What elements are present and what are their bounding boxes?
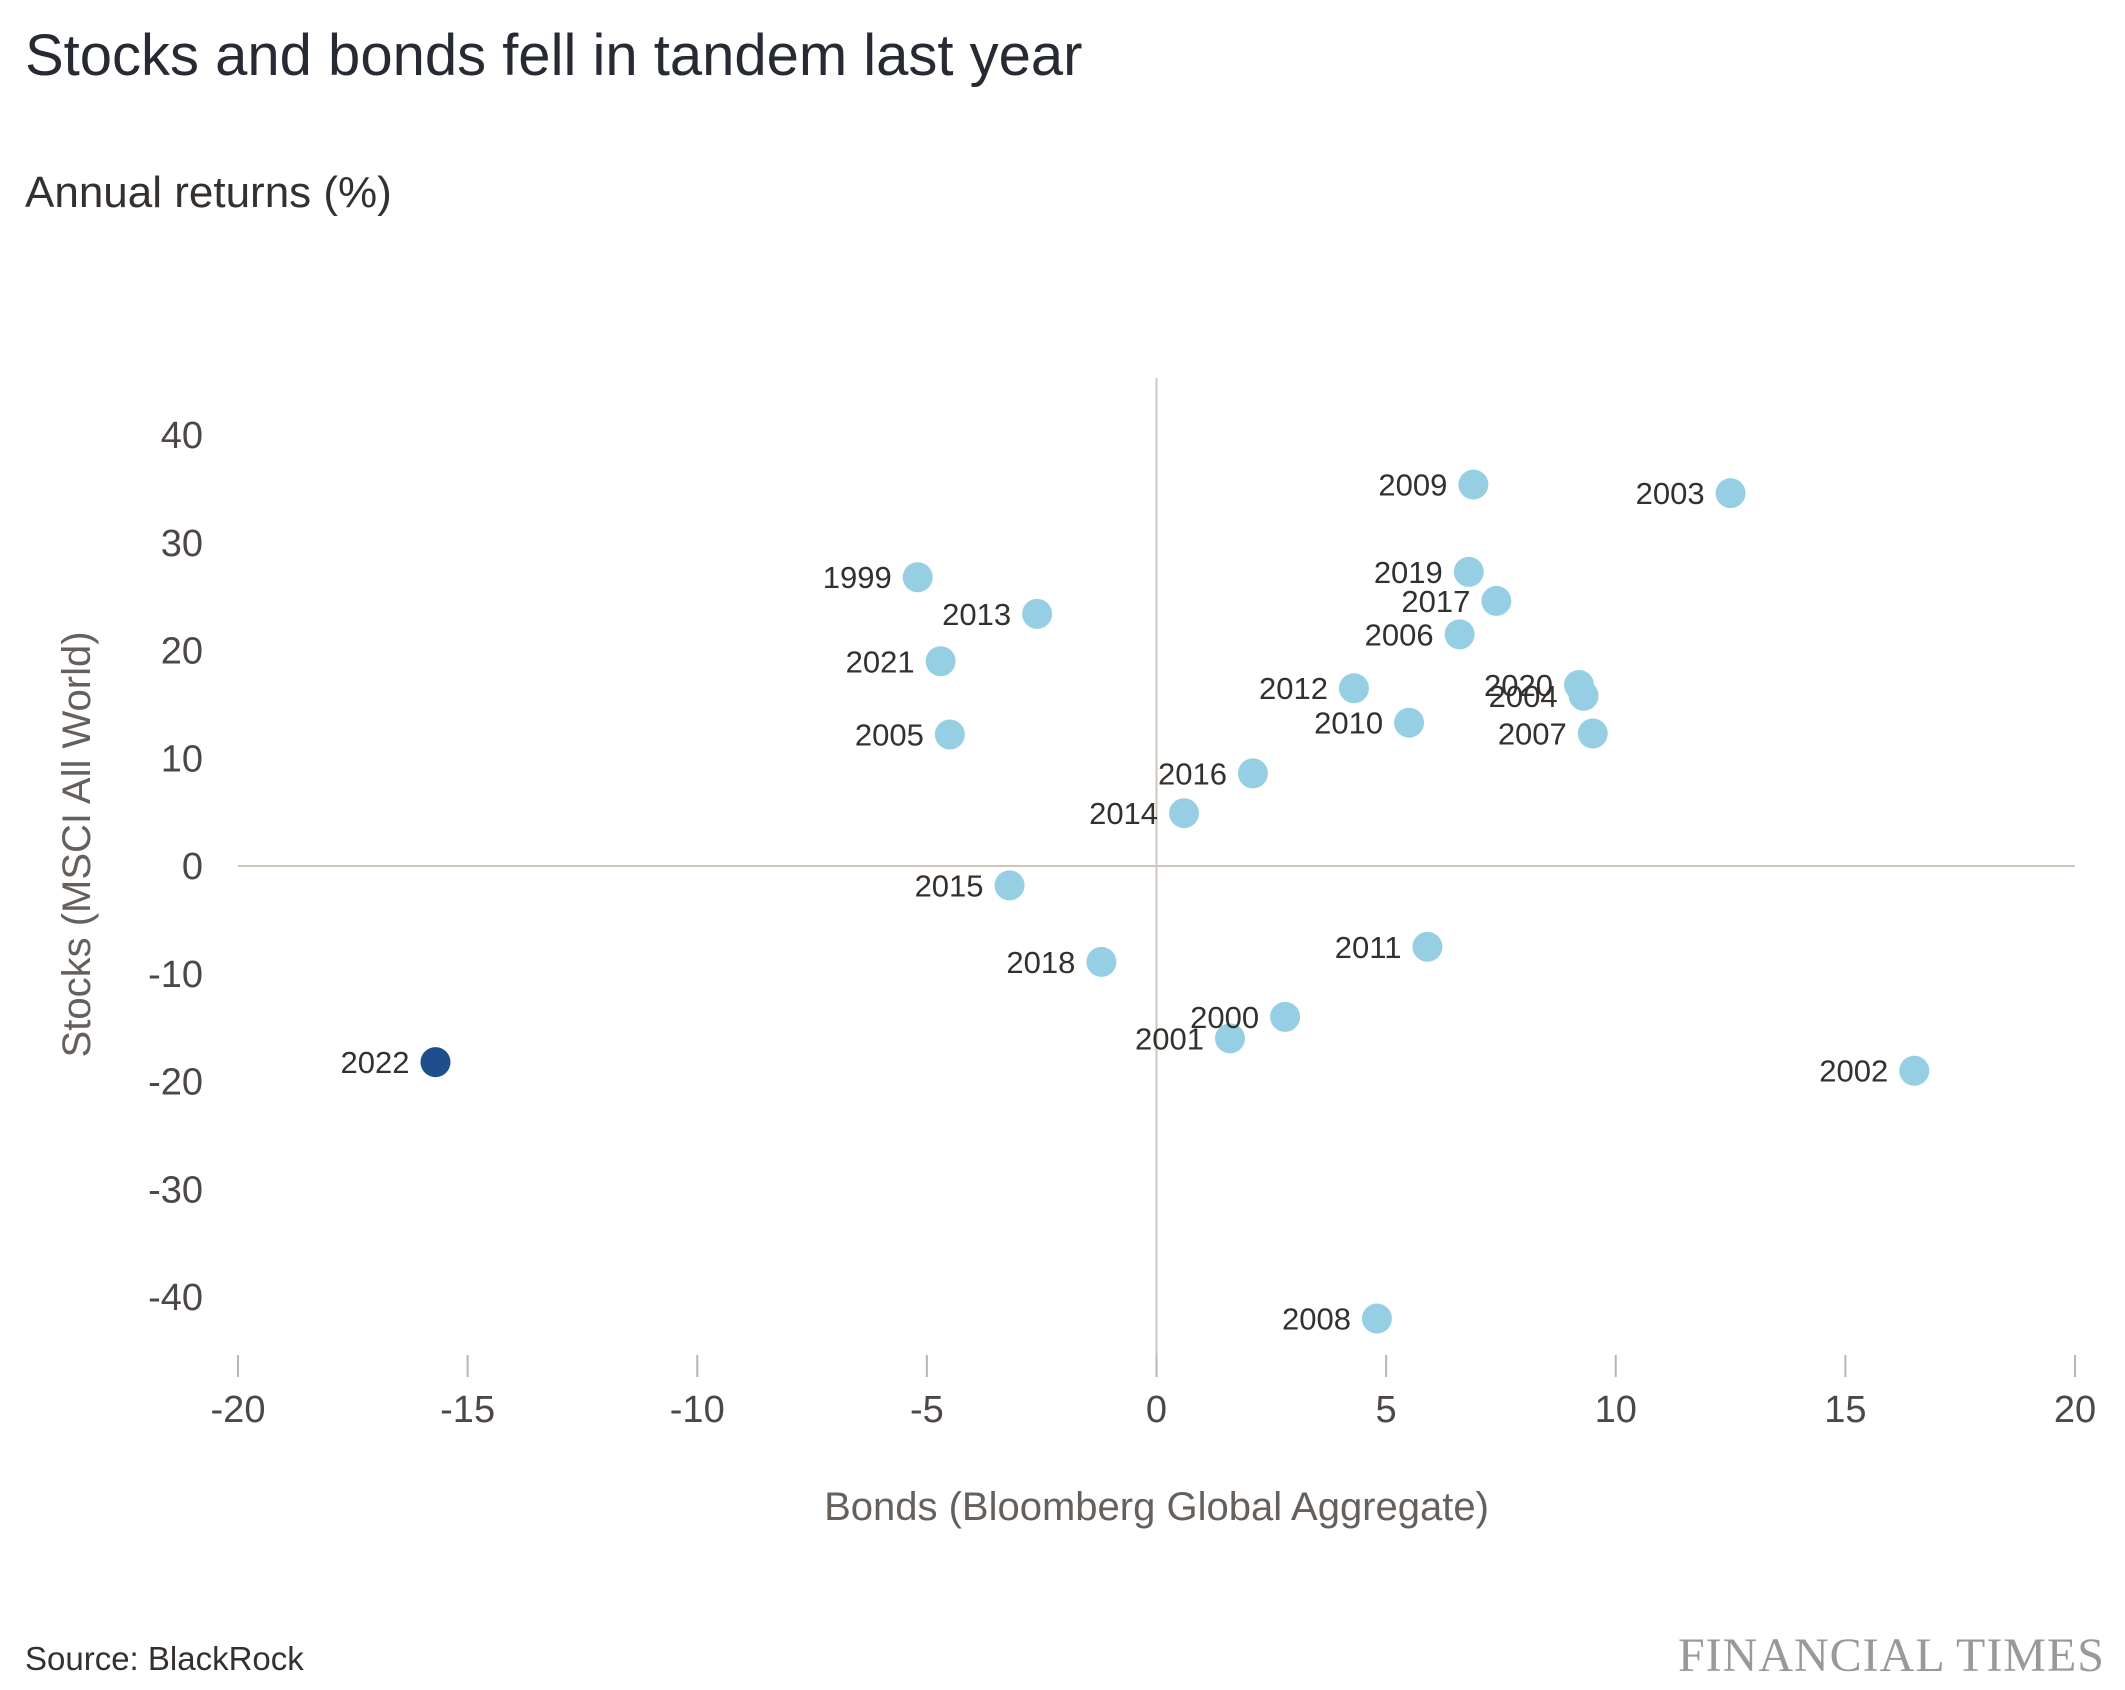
x-tick-label: -5	[910, 1389, 944, 1431]
point-2013	[1022, 598, 1053, 629]
point-label-2005: 2005	[855, 718, 924, 753]
point-label-2015: 2015	[915, 868, 984, 903]
point-2002	[1899, 1055, 1930, 1086]
point-label-2017: 2017	[1401, 584, 1470, 619]
point-label-2010: 2010	[1314, 706, 1383, 741]
point-label-2003: 2003	[1636, 476, 1705, 511]
source-note: Source: BlackRock	[25, 1640, 304, 1677]
point-label-2011: 2011	[1335, 930, 1402, 965]
point-label-2004: 2004	[1489, 679, 1558, 714]
point-2007	[1577, 718, 1608, 749]
point-label-2008: 2008	[1282, 1302, 1351, 1337]
x-tick-label: 0	[1146, 1389, 1167, 1431]
point-2000	[1270, 1001, 1301, 1032]
x-tick-label: -15	[440, 1389, 495, 1431]
chart-title: Stocks and bonds fell in tandem last yea…	[25, 23, 1083, 88]
point-1999	[902, 562, 933, 593]
point-label-2006: 2006	[1365, 617, 1434, 652]
point-2009	[1458, 469, 1489, 500]
point-label-2000: 2000	[1190, 1000, 1259, 1035]
y-tick-label: 40	[161, 415, 203, 457]
point-label-2009: 2009	[1378, 468, 1447, 503]
point-label-2021: 2021	[846, 644, 915, 679]
y-tick-label: -40	[148, 1277, 203, 1319]
point-2006	[1444, 619, 1475, 650]
point-label-2012: 2012	[1259, 671, 1328, 706]
point-2022	[420, 1047, 451, 1078]
point-2003	[1715, 478, 1746, 509]
point-label-2018: 2018	[1006, 945, 1075, 980]
point-label-2002: 2002	[1819, 1054, 1888, 1089]
point-label-2022: 2022	[341, 1045, 410, 1080]
point-2008	[1361, 1303, 1392, 1334]
point-2005	[934, 719, 965, 750]
point-label-2016: 2016	[1158, 756, 1227, 791]
point-2018	[1086, 946, 1117, 977]
chart-subtitle: Annual returns (%)	[25, 168, 392, 217]
point-2017	[1481, 585, 1512, 616]
y-axis-title: Stocks (MSCI All World)	[55, 631, 99, 1057]
point-2001	[1214, 1023, 1245, 1054]
y-tick-label: 20	[161, 631, 203, 673]
point-label-2014: 2014	[1089, 796, 1158, 831]
y-tick-label: -10	[148, 954, 203, 996]
point-2021	[925, 646, 956, 677]
point-2016	[1237, 758, 1268, 789]
x-tick-label: 5	[1376, 1389, 1397, 1431]
x-tick-label: -20	[211, 1389, 266, 1431]
point-2015	[994, 870, 1025, 901]
point-2019	[1453, 556, 1484, 587]
x-tick-label: 20	[2054, 1389, 2096, 1431]
point-2012	[1338, 673, 1369, 704]
point-2011	[1412, 931, 1443, 962]
y-tick-label: 10	[161, 738, 203, 780]
point-2020	[1564, 669, 1595, 700]
y-tick-label: 30	[161, 523, 203, 565]
y-tick-label: -20	[148, 1062, 203, 1104]
x-tick-label: -10	[670, 1389, 725, 1431]
x-axis-title: Bonds (Bloomberg Global Aggregate)	[824, 1485, 1489, 1529]
point-label-2013: 2013	[942, 597, 1011, 632]
y-tick-label: 0	[182, 846, 203, 888]
point-label-1999: 1999	[823, 560, 892, 595]
point-label-2001: 2001	[1135, 1021, 1204, 1056]
x-tick-label: 15	[1824, 1389, 1866, 1431]
publisher-logo: FINANCIAL TIMES	[1677, 1629, 2105, 1682]
point-label-2007: 2007	[1498, 716, 1567, 751]
y-tick-label: -30	[148, 1169, 203, 1211]
x-tick-label: 10	[1595, 1389, 1637, 1431]
points-layer	[420, 469, 1930, 1334]
point-label-2019: 2019	[1374, 555, 1443, 590]
point-label-2020: 2020	[1484, 668, 1553, 703]
point-2010	[1394, 707, 1425, 738]
point-2014	[1169, 798, 1200, 829]
